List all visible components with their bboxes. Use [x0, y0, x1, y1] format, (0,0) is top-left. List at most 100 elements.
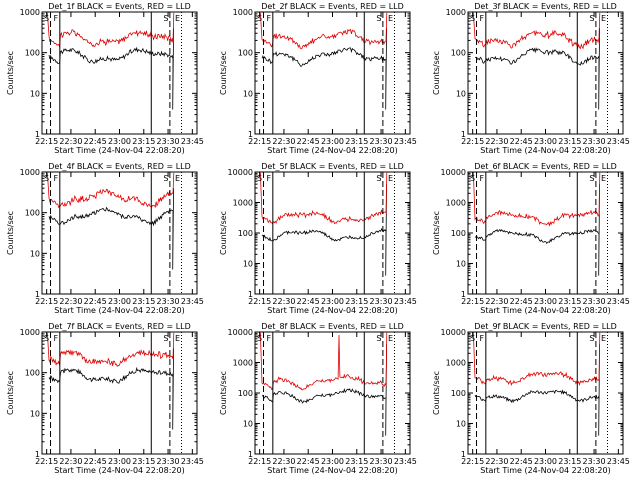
x-tick-label: 23:30 — [370, 297, 393, 306]
x-axis-label: Start Time (24-Nov-04 22:08:20) — [480, 146, 610, 155]
chart-title: Det_6f BLACK = Events, RED = LLD — [474, 162, 617, 171]
y-tick-label: 100 — [451, 389, 466, 398]
x-tick-label: 23:00 — [321, 137, 344, 146]
x-tick-label: 23:15 — [558, 297, 581, 306]
x-tick-label: 23:15 — [345, 457, 368, 466]
chart-title: Det_2f BLACK = Events, RED = LLD — [261, 2, 404, 11]
time-marker-label: E — [388, 14, 393, 23]
x-tick-label: 23:15 — [558, 457, 581, 466]
time-marker-label: S — [44, 174, 49, 183]
time-marker-label: S — [470, 334, 475, 343]
x-tick-label: 22:30 — [59, 137, 82, 146]
series-line-events — [48, 28, 174, 110]
y-tick-label: 10000 — [441, 168, 466, 177]
y-tick-label: 10 — [456, 89, 466, 98]
y-tick-label: 10000 — [228, 328, 253, 337]
x-tick-label: 22:45 — [297, 137, 320, 146]
x-tick-label: 23:45 — [394, 137, 417, 146]
x-tick-label: 22:45 — [297, 297, 320, 306]
y-tick-label: 1 — [248, 130, 253, 139]
x-tick-label: 23:15 — [558, 137, 581, 146]
detector-panel: Det_9f BLACK = Events, RED = LLD 1 10 100 10… — [426, 320, 639, 484]
detector-panel: Det_2f BLACK = Events, RED = LLD 1 10 100 10… — [213, 0, 426, 164]
y-tick-label: 1 — [248, 450, 253, 459]
x-tick-label: 22:15 — [248, 297, 271, 306]
time-marker-label: E — [601, 174, 606, 183]
time-marker-label: E — [175, 14, 180, 23]
chart-svg: Det_5f BLACK = Events, RED = LLD 1 10 100 10… — [219, 162, 417, 315]
chart-title: Det_5f BLACK = Events, RED = LLD — [261, 162, 404, 171]
x-tick-label: 22:45 — [84, 137, 107, 146]
x-tick-label: 23:30 — [370, 137, 393, 146]
time-marker-label: S — [589, 14, 594, 23]
detector-panel: Det_7f BLACK = Events, RED = LLD 1 10 100 10… — [0, 320, 213, 484]
chart-svg: Det_7f BLACK = Events, RED = LLD 1 10 100 10… — [6, 322, 204, 475]
series-line-lld — [473, 12, 601, 50]
chart-title: Det_4f BLACK = Events, RED = LLD — [48, 162, 191, 171]
series-line-lld — [47, 332, 175, 367]
y-tick-label: 100 — [238, 389, 253, 398]
series-line-events — [474, 184, 600, 276]
time-marker-label: S — [470, 174, 475, 183]
x-axis-label: Start Time (24-Nov-04 22:08:20) — [480, 306, 610, 315]
x-tick-label: 22:30 — [485, 457, 508, 466]
x-tick-label: 23:00 — [534, 137, 557, 146]
chart-title: Det_3f BLACK = Events, RED = LLD — [474, 2, 617, 11]
y-axis-label: Counts/sec — [432, 371, 441, 415]
x-tick-label: 22:15 — [461, 297, 484, 306]
y-tick-label: 1 — [461, 130, 466, 139]
detector-panel: Det_6f BLACK = Events, RED = LLD 1 10 100 10… — [426, 160, 639, 324]
y-tick-label: 1 — [461, 450, 466, 459]
detector-panel: Det_4f BLACK = Events, RED = LLD 1 10 100 10… — [0, 160, 213, 324]
y-tick-label: 1000 — [233, 199, 253, 208]
time-marker-label: E — [388, 174, 393, 183]
time-marker-label: S — [376, 174, 381, 183]
chart-svg: Det_6f BLACK = Events, RED = LLD 1 10 100 10… — [432, 162, 630, 315]
x-tick-label: 23:15 — [132, 457, 155, 466]
x-tick-label: 22:45 — [297, 457, 320, 466]
x-tick-label: 22:30 — [272, 137, 295, 146]
time-marker-label: F — [267, 14, 272, 23]
y-tick-label: 1000 — [446, 8, 466, 17]
chart-title: Det_7f BLACK = Events, RED = LLD — [48, 322, 191, 331]
x-tick-label: 23:00 — [321, 457, 344, 466]
y-tick-label: 100 — [25, 369, 40, 378]
y-tick-label: 1 — [248, 290, 253, 299]
x-tick-label: 23:30 — [583, 297, 606, 306]
y-tick-label: 1 — [461, 290, 466, 299]
time-marker-label: S — [257, 14, 262, 23]
x-tick-label: 23:00 — [108, 457, 131, 466]
x-tick-label: 23:00 — [108, 297, 131, 306]
x-tick-label: 23:45 — [181, 297, 204, 306]
chart-svg: Det_1f BLACK = Events, RED = LLD 1 10 100 10… — [6, 2, 204, 155]
chart-svg: Det_4f BLACK = Events, RED = LLD 1 10 100 10… — [6, 162, 204, 315]
x-tick-label: 23:30 — [583, 457, 606, 466]
series-line-events — [261, 184, 387, 276]
time-marker-label: F — [480, 174, 485, 183]
time-marker-label: F — [480, 14, 485, 23]
time-marker-label: S — [257, 334, 262, 343]
x-tick-label: 22:15 — [35, 297, 58, 306]
x-tick-label: 22:15 — [248, 137, 271, 146]
detector-panel: Det_1f BLACK = Events, RED = LLD 1 10 100 10… — [0, 0, 213, 164]
y-tick-label: 1 — [35, 450, 40, 459]
x-tick-label: 23:30 — [583, 137, 606, 146]
time-marker-label: S — [163, 14, 168, 23]
time-marker-label: S — [257, 174, 262, 183]
y-axis-label: Counts/sec — [6, 211, 15, 255]
chart-title: Det_8f BLACK = Events, RED = LLD — [261, 322, 404, 331]
x-tick-label: 23:45 — [181, 457, 204, 466]
y-tick-label: 100 — [238, 49, 253, 58]
time-marker-label: F — [54, 174, 59, 183]
time-marker-label: F — [54, 14, 59, 23]
x-tick-label: 23:45 — [607, 297, 630, 306]
y-tick-label: 1000 — [446, 199, 466, 208]
x-tick-label: 23:30 — [157, 137, 180, 146]
x-axis-label: Start Time (24-Nov-04 22:08:20) — [54, 466, 184, 475]
series-line-events — [48, 348, 174, 430]
x-tick-label: 22:15 — [461, 137, 484, 146]
y-tick-label: 10 — [456, 260, 466, 269]
x-tick-label: 22:15 — [461, 457, 484, 466]
x-tick-label: 22:30 — [59, 457, 82, 466]
